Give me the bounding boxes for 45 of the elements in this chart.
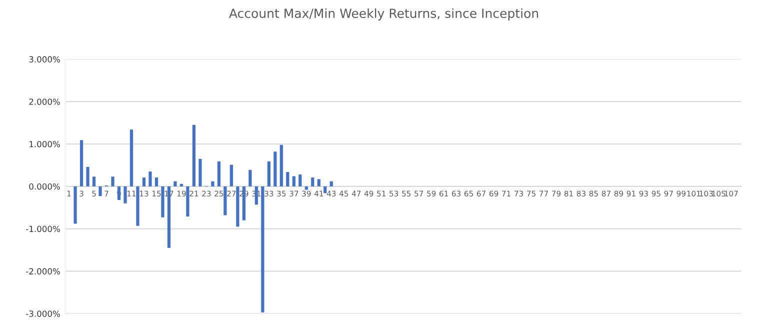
chart-title: Account Max/Min Weekly Returns, since Inception xyxy=(229,8,538,20)
y-tick-label: 2.000% xyxy=(29,98,60,105)
bar xyxy=(192,124,196,186)
bar xyxy=(98,186,102,196)
bar xyxy=(186,186,190,217)
bar xyxy=(136,186,140,226)
bar xyxy=(130,130,134,186)
bar xyxy=(142,177,146,186)
bar xyxy=(311,177,314,186)
bar xyxy=(174,181,177,186)
bar xyxy=(248,170,252,186)
bar xyxy=(124,186,127,204)
bar xyxy=(148,172,152,186)
bar xyxy=(74,186,77,224)
y-tick-label: 3.000% xyxy=(29,56,60,62)
bar xyxy=(267,161,270,186)
y-tick-label: -2.000% xyxy=(26,268,60,274)
bar xyxy=(111,176,114,186)
bar xyxy=(304,186,308,190)
bar xyxy=(261,186,264,312)
bar xyxy=(161,186,164,218)
y-tick-label: 0.000% xyxy=(29,183,60,190)
bar xyxy=(180,184,184,186)
bar xyxy=(117,186,121,200)
bar xyxy=(154,177,158,186)
bar xyxy=(292,176,296,186)
bar xyxy=(230,164,233,186)
bar xyxy=(274,152,277,186)
bar xyxy=(324,186,327,194)
y-tick-label: -1.000% xyxy=(26,226,60,232)
bar xyxy=(298,174,302,186)
bar xyxy=(211,181,214,186)
y-tick-label: -3.000% xyxy=(26,310,60,317)
bar xyxy=(317,179,320,186)
bar xyxy=(86,166,90,186)
bar xyxy=(224,186,227,216)
bar xyxy=(236,186,240,227)
bar xyxy=(330,181,333,186)
bar xyxy=(198,158,202,186)
bar xyxy=(80,140,84,186)
bar xyxy=(217,161,220,186)
bar xyxy=(286,172,290,186)
y-tick-label: 1.000% xyxy=(30,140,60,148)
bar xyxy=(92,176,96,186)
bar xyxy=(280,144,283,186)
